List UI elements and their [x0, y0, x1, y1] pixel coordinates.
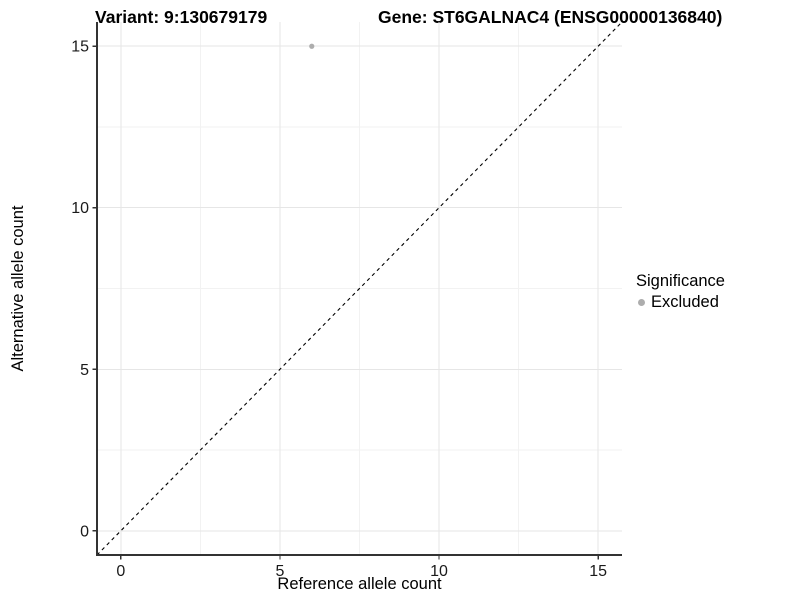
- x-tick-label: 5: [276, 563, 285, 580]
- y-tick-label: 0: [80, 523, 89, 540]
- gene-title: Gene: ST6GALNAC4 (ENSG00000136840): [378, 7, 723, 27]
- y-tick-label: 15: [71, 39, 89, 56]
- legend: Significance Excluded: [636, 271, 725, 312]
- y-tick-label: 10: [71, 200, 89, 217]
- legend-item-label: Excluded: [651, 293, 719, 311]
- legend-title: Significance: [636, 272, 725, 290]
- x-tick-label: 10: [430, 563, 448, 580]
- y-tick-label: 5: [80, 362, 89, 379]
- identity-line: [96, 21, 623, 556]
- x-tick-label: 15: [589, 563, 607, 580]
- legend-item-excluded: Excluded: [636, 293, 725, 312]
- variant-title: Variant: 9:130679179: [95, 7, 268, 27]
- legend-point-icon: [638, 299, 645, 306]
- x-axis-label: Reference allele count: [277, 575, 442, 593]
- data-point: [309, 43, 315, 49]
- x-tick-label: 0: [116, 563, 125, 580]
